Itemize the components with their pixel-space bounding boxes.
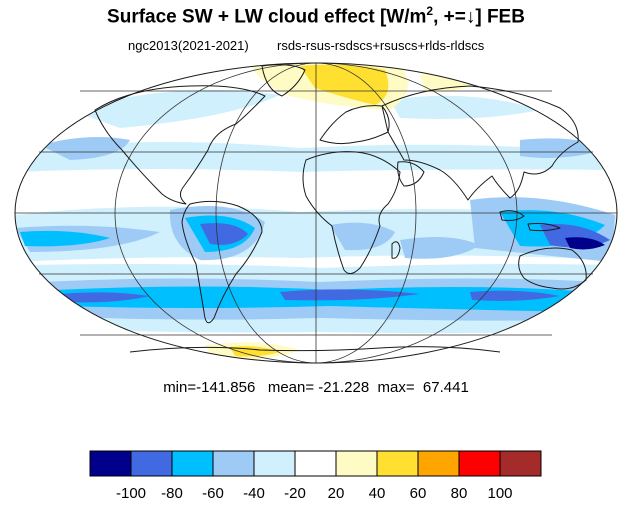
model-run-label: ngc2013(2021-2021) [128, 38, 249, 53]
field-region [470, 290, 560, 301]
colorbar-label: -40 [243, 485, 265, 502]
field-region [280, 289, 420, 301]
colorbar-label: -60 [202, 485, 224, 502]
colorbar-label: 20 [328, 485, 345, 502]
colorbar-box [499, 450, 542, 477]
field-region [18, 141, 615, 172]
map-title-tail: , +=↓] FEB [433, 6, 525, 28]
globe-outline [14, 62, 618, 364]
colorbar-label: 80 [451, 485, 468, 502]
field-region [20, 230, 110, 247]
coastline-antarctica [129, 346, 501, 353]
coastline-arabia [397, 161, 425, 187]
field-region [300, 64, 389, 105]
colorbar-box [89, 450, 132, 477]
colorbar-label: 60 [410, 485, 427, 502]
colorbar-label: -80 [161, 485, 183, 502]
map-title-main: Surface SW + LW cloud effect [W/m [107, 6, 427, 28]
colorbar-box [417, 450, 460, 477]
colorbar-label: 100 [487, 485, 512, 502]
coastline-greenland [261, 64, 306, 97]
coastline-australia [518, 247, 587, 290]
coastline-africa [302, 151, 401, 274]
colorbar-box [294, 450, 337, 477]
coastline-asia [381, 85, 579, 201]
colorbar-box [253, 450, 296, 477]
colorbar-box [376, 450, 419, 477]
field-statistics: min=-141.856 mean= -21.228 max= 67.441 [163, 379, 469, 396]
coastline-madagascar [391, 241, 401, 259]
coastlines [94, 64, 587, 353]
colorbar-box [171, 450, 214, 477]
colorbar-label: -20 [284, 485, 306, 502]
colorbar-boxes [89, 450, 542, 477]
colorbar-box [212, 450, 255, 477]
coastline-south-america [181, 200, 263, 324]
colorbar-label: -100 [116, 485, 146, 502]
field-region [400, 236, 480, 259]
field-region [390, 95, 540, 119]
field-region [70, 90, 280, 128]
coastline-indonesia [499, 210, 561, 232]
coastline-north-america [94, 85, 266, 205]
field-region [200, 223, 248, 245]
colorbar-labels: -100 -80 -60 -40 -20 20 40 60 80 100 [116, 485, 513, 502]
colorbar-box [130, 450, 173, 477]
variable-formula-label: rsds-rsus-rsdscs+rsuscs+rlds-rldscs [277, 38, 485, 53]
map-title: Surface SW + LW cloud effect [W/m2, +=↓]… [0, 4, 632, 28]
colorbar-box [335, 450, 378, 477]
colorbar-label: 40 [369, 485, 386, 502]
colorbar-box [458, 450, 501, 477]
map-title-superscript: 2 [426, 4, 434, 18]
coastline-europe [319, 105, 390, 145]
field-region [60, 292, 150, 303]
field-region [40, 136, 130, 160]
field-region [565, 237, 605, 250]
